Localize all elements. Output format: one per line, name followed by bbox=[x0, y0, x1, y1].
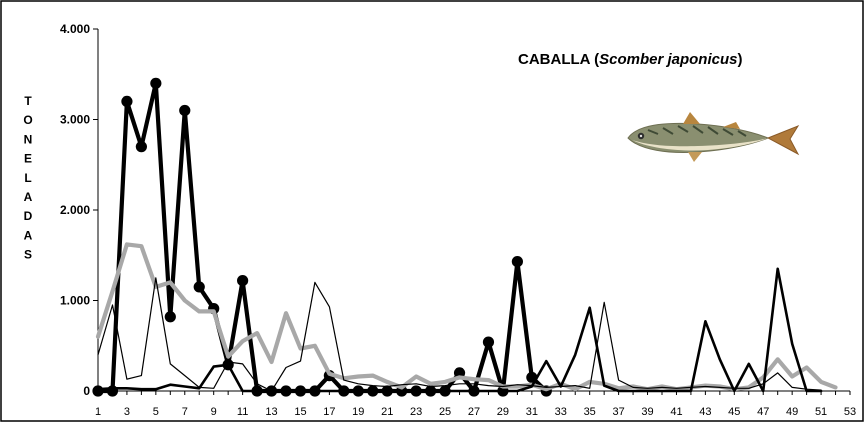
x-tick-label: 15 bbox=[294, 406, 306, 418]
series-layer bbox=[92, 77, 838, 397]
y-axis-label-letter: A bbox=[24, 190, 33, 204]
data-point-marker bbox=[193, 281, 205, 293]
data-point-marker bbox=[150, 77, 162, 89]
y-axis-label-letter: T bbox=[24, 94, 32, 108]
x-tick-label: 13 bbox=[265, 406, 277, 418]
data-point-marker bbox=[237, 274, 249, 287]
x-tick-label: 11 bbox=[237, 406, 248, 418]
y-axis-label-letter: O bbox=[23, 113, 32, 127]
x-tick-label: 23 bbox=[410, 406, 422, 418]
y-axis-label-letter: S bbox=[24, 248, 32, 262]
x-tick-label: 1 bbox=[95, 406, 101, 418]
series-line-thin-black bbox=[97, 277, 822, 392]
data-point-marker bbox=[511, 255, 523, 268]
y-tick-label: 4.000 bbox=[60, 22, 90, 36]
series-line-thick-grey bbox=[95, 242, 838, 392]
data-point-marker bbox=[482, 336, 495, 348]
x-tick-label: 51 bbox=[815, 406, 827, 418]
y-tick-label: 1.000 bbox=[60, 294, 90, 308]
x-tick-label: 5 bbox=[153, 406, 159, 418]
x-tick-label: 33 bbox=[555, 406, 567, 418]
x-tick-label: 37 bbox=[612, 406, 624, 418]
x-tick-label: 35 bbox=[584, 406, 596, 418]
y-axis-label-letter: N bbox=[24, 132, 33, 146]
y-axis-label-letter: A bbox=[24, 228, 33, 242]
data-point-marker bbox=[121, 95, 133, 107]
x-tick-label: 3 bbox=[124, 406, 130, 418]
x-tick-label: 43 bbox=[699, 406, 711, 418]
data-point-marker bbox=[164, 311, 176, 323]
x-tick-label: 21 bbox=[381, 406, 393, 418]
title-prefix: CABALLA ( bbox=[518, 51, 599, 68]
data-point-marker bbox=[92, 385, 104, 397]
x-tick-label: 41 bbox=[670, 406, 682, 418]
x-tick-label: 53 bbox=[844, 406, 856, 418]
y-axis-label-letter: L bbox=[24, 171, 31, 185]
x-tick-label: 9 bbox=[211, 406, 217, 418]
data-point-marker bbox=[135, 141, 147, 153]
x-tick-label: 31 bbox=[526, 406, 538, 418]
y-axis-label-letter: E bbox=[24, 152, 32, 166]
y-axis-label-letter: D bbox=[24, 209, 33, 223]
data-point-marker bbox=[179, 104, 191, 117]
series-line-medium-black bbox=[96, 267, 823, 393]
y-axis-ticks: 0 1.000 2.000 3.000 4.000 bbox=[60, 22, 98, 398]
x-tick-label: 19 bbox=[352, 406, 364, 418]
x-axis-ticks: 1 3 5 7 9 11 13 15 17 19 21 23 25 27 29 31 33 35 37 39 41 43 4… bbox=[95, 391, 856, 418]
x-tick-label: 7 bbox=[182, 406, 188, 418]
x-tick-label: 25 bbox=[439, 406, 451, 418]
title-close: ) bbox=[737, 51, 742, 68]
chart-title: CABALLA (Scomber japonicus) bbox=[518, 51, 742, 68]
x-tick-label: 45 bbox=[728, 406, 740, 418]
x-tick-label: 17 bbox=[323, 406, 335, 418]
x-tick-label: 49 bbox=[786, 406, 798, 418]
title-species: Scomber japonicus bbox=[599, 51, 737, 68]
x-tick-label: 39 bbox=[641, 406, 653, 418]
y-tick-label: 2.000 bbox=[60, 203, 90, 217]
mackerel-fish-illustration bbox=[627, 112, 800, 162]
x-tick-label: 47 bbox=[757, 406, 769, 418]
y-tick-label: 0 bbox=[83, 384, 90, 398]
x-tick-label: 29 bbox=[497, 406, 509, 418]
x-tick-label: 27 bbox=[468, 406, 480, 418]
y-tick-label: 3.000 bbox=[60, 113, 90, 127]
